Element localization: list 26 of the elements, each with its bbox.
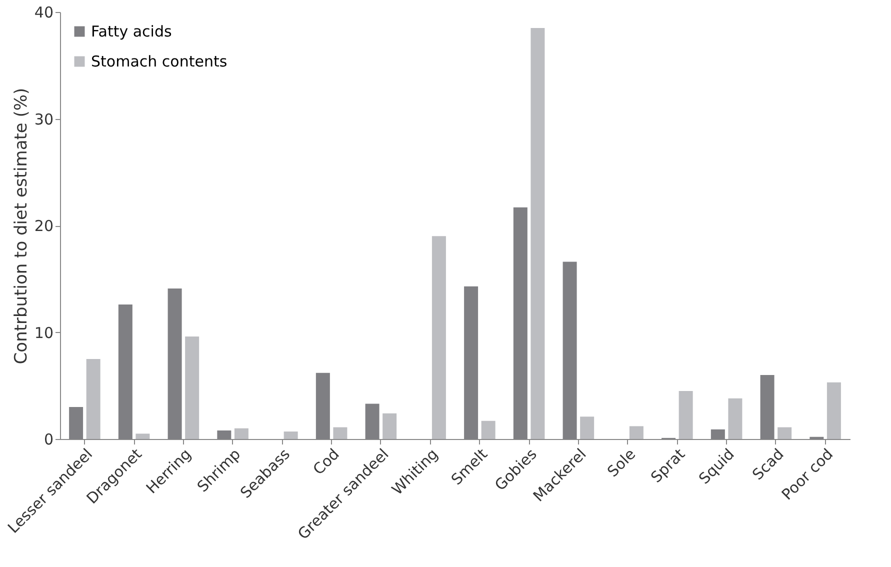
bar [185,336,200,439]
y-tick-label: 0 [44,430,54,448]
bar [728,398,742,439]
legend-label: Fatty acids [91,22,172,40]
x-tick-label: Sole [604,445,640,481]
y-tick-label: 40 [34,4,54,22]
y-tick-label: 10 [34,324,54,342]
bar [826,382,841,439]
bar [234,428,248,439]
bar [580,416,594,439]
bar [136,434,150,439]
bar [382,413,397,439]
bar [333,427,348,439]
bar [481,420,496,439]
bar [530,28,545,439]
y-tick-label: 30 [34,110,54,128]
bar [432,236,446,439]
bar [678,390,693,439]
x-tick-label: Cod [310,445,343,478]
y-tick-label: 20 [34,217,54,235]
bar [778,427,792,439]
bar [629,426,644,439]
bar [284,432,298,439]
bar [86,358,100,439]
legend-label: Stomach contents [91,52,228,70]
y-axis-title: Contrbution to diet estimate (%) [11,88,32,364]
